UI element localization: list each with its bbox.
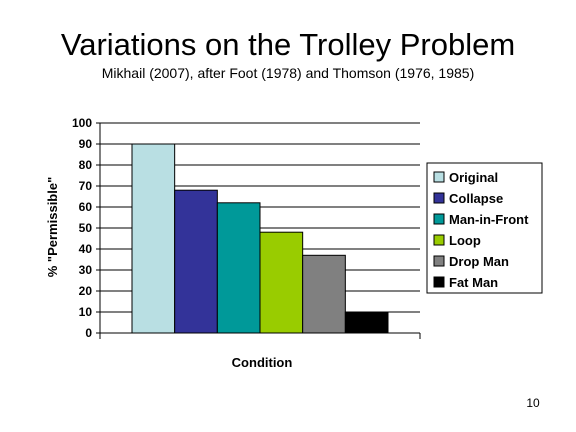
legend-label: Original [449, 170, 498, 185]
legend: Original Collapse Man-in-Front Loop Drop Man… [426, 162, 543, 294]
bar-fat-man [344, 311, 389, 334]
y-tick-label: 100 [72, 116, 92, 130]
legend-label: Fat Man [449, 275, 498, 290]
y-tick-label: 0 [85, 326, 92, 340]
legend-label: Collapse [449, 191, 503, 206]
bar-man-in-front [216, 202, 261, 334]
legend-box [426, 162, 543, 294]
legend-swatch [433, 192, 445, 204]
y-tick-label: 20 [79, 284, 93, 298]
legend-swatch [433, 234, 445, 246]
y-tick-label: 40 [79, 242, 93, 256]
y-axis-label: % "Permissible" [45, 177, 60, 277]
legend-swatch [433, 255, 445, 267]
legend-swatch [433, 213, 445, 225]
y-tick-label: 80 [79, 158, 93, 172]
bar-original [131, 143, 176, 334]
page-number: 10 [526, 396, 540, 410]
legend-label: Drop Man [449, 254, 509, 269]
y-tick-label: 70 [79, 179, 93, 193]
y-tick-label: 50 [79, 221, 93, 235]
x-axis-label: Condition [232, 355, 293, 370]
slide-subtitle: Mikhail (2007), after Foot (1978) and Th… [101, 65, 475, 81]
bar-drop-man [302, 254, 346, 334]
slide-title: Variations on the Trolley Problem [60, 27, 516, 62]
y-tick-label: 90 [79, 137, 93, 151]
y-tick-label: 30 [79, 263, 93, 277]
axes [96, 122, 421, 339]
y-tick-label: 10 [79, 305, 93, 319]
legend-swatch [433, 171, 445, 183]
legend-label: Loop [449, 233, 481, 248]
bar-loop [259, 231, 304, 334]
bars [131, 143, 389, 334]
bar-collapse [174, 189, 218, 334]
y-tick-label: 60 [79, 200, 93, 214]
legend-label: Man-in-Front [449, 212, 529, 227]
legend-swatch [433, 276, 445, 288]
y-tick-labels: 0 10 20 30 40 50 60 70 80 90 100 [72, 116, 92, 340]
